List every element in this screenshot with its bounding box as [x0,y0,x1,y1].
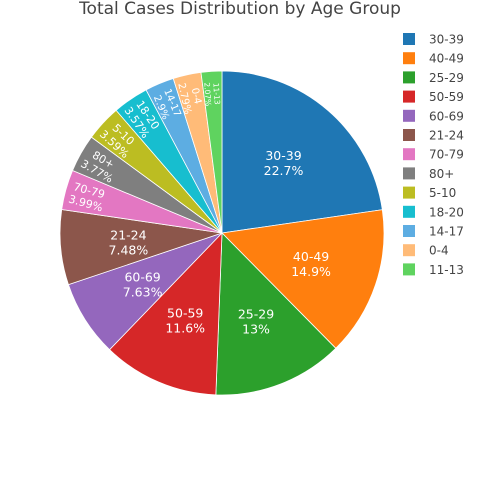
slice-percent-label: 13% [242,322,270,337]
legend-item-5-10[interactable]: 5-10 [403,186,456,200]
legend[interactable]: 30-39 40-49 25-29 50-59 60-69 21-24 70-79 80+ 5-… [403,33,464,277]
slice-category-label: 0-4 [189,87,203,105]
legend-swatch [403,109,415,122]
legend-swatch [403,71,415,84]
legend-swatch [403,52,415,65]
chart-title: Total Cases Distribution by Age Group [78,0,401,19]
slice-percent-label: 11.6% [165,321,205,336]
slice-category-label: 60-69 [124,269,160,284]
legend-label: 0-4 [429,244,449,258]
slice-category-label: 21-24 [110,228,146,243]
slice-category-label: 30-39 [265,148,301,163]
legend-label: 40-49 [429,52,464,66]
slice-percent-label: 22.7% [264,163,304,178]
legend-label: 18-20 [429,205,464,219]
slice-category-label: 40-49 [293,249,329,264]
legend-item-60-69[interactable]: 60-69 [403,109,464,123]
legend-item-21-24[interactable]: 21-24 [403,129,464,143]
pie-slice-30-39[interactable] [221,70,383,234]
pie-slice-40-49[interactable] [221,209,385,349]
legend-swatch [403,167,415,180]
legend-swatch [403,129,415,141]
legend-swatch [403,205,415,218]
slice-label-60-69: 60-697.63% [123,269,163,299]
legend-swatch [403,186,415,199]
legend-swatch [403,263,415,276]
legend-label: 70-79 [429,148,464,162]
legend-label: 50-59 [429,90,464,104]
slice-percent-label: 2.07% [202,82,213,106]
legend-swatch [403,244,415,257]
legend-label: 25-29 [429,71,464,85]
legend-item-25-29[interactable]: 25-29 [403,71,464,85]
legend-item-0-4[interactable]: 0-4 [403,244,449,258]
slice-percent-label: 14.9% [291,264,331,279]
legend-label: 30-39 [429,33,464,47]
slice-percent-label: 7.63% [123,284,163,299]
legend-item-11-13[interactable]: 11-13 [403,263,464,277]
slice-percent-label: 7.48% [109,243,149,258]
slice-category-label: 25-29 [238,307,274,322]
pie-slice-labels: 30-3922.7%40-4914.9%25-2913%50-5911.6%60… [67,82,331,337]
pie-slice-25-29[interactable] [215,232,337,396]
slice-category-label: 11-13 [211,83,221,106]
legend-label: 60-69 [429,109,464,123]
legend-label: 80+ [429,167,454,181]
legend-item-50-59[interactable]: 50-59 [403,90,464,104]
pie-slice-11-13[interactable] [200,70,223,234]
legend-label: 5-10 [429,186,456,200]
pie-slices [59,70,385,396]
legend-label: 21-24 [429,129,464,143]
legend-label: 11-13 [429,263,464,277]
legend-swatch [403,90,415,103]
legend-item-14-17[interactable]: 14-17 [403,225,464,239]
legend-item-80+[interactable]: 80+ [403,167,454,181]
pie-slice-50-59[interactable] [109,231,223,396]
legend-swatch [403,225,415,237]
legend-label: 14-17 [429,225,464,239]
slice-label-21-24: 21-247.48% [109,228,149,258]
legend-item-30-39[interactable]: 30-39 [403,33,464,47]
slice-category-label: 50-59 [167,306,203,321]
legend-swatch [403,33,415,45]
legend-swatch [403,148,415,161]
legend-item-18-20[interactable]: 18-20 [403,205,464,219]
slice-label-11-13: 11-132.07% [202,82,221,106]
legend-item-70-79[interactable]: 70-79 [403,148,464,162]
legend-item-40-49[interactable]: 40-49 [403,52,464,66]
